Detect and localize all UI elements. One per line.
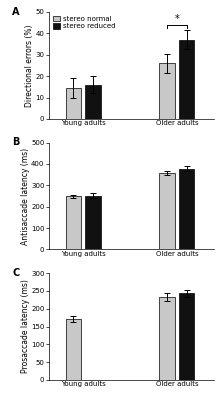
Bar [159, 297, 175, 380]
Bar [65, 196, 81, 250]
Legend: stereo normal, stereo reduced: stereo normal, stereo reduced [52, 16, 116, 30]
Bar [65, 88, 81, 119]
Bar [85, 196, 101, 250]
Y-axis label: Directional errors (%): Directional errors (%) [25, 24, 34, 107]
Text: A: A [12, 7, 20, 17]
Bar [159, 173, 175, 250]
Bar [85, 85, 101, 119]
Y-axis label: Prosaccade latency (ms): Prosaccade latency (ms) [21, 280, 30, 374]
Y-axis label: Antisaccade latency (ms): Antisaccade latency (ms) [21, 148, 30, 244]
Text: B: B [12, 137, 19, 147]
Bar [179, 40, 194, 119]
Bar [65, 319, 81, 380]
Bar [159, 63, 175, 119]
Bar [179, 169, 194, 250]
Text: C: C [12, 268, 19, 278]
Bar [179, 294, 194, 380]
Text: *: * [174, 14, 179, 24]
